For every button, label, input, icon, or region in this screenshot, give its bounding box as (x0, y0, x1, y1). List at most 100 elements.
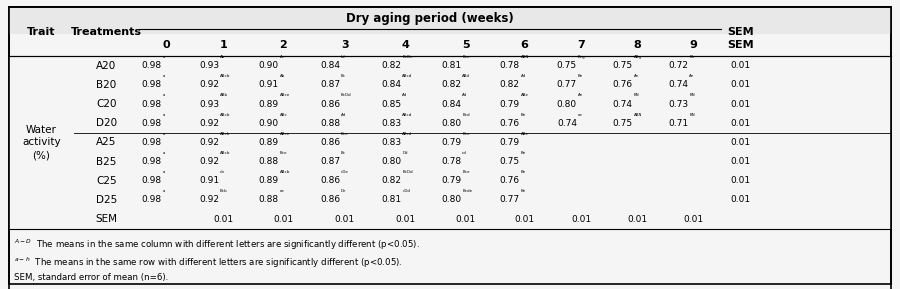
Text: 0.85: 0.85 (382, 99, 401, 109)
Text: 0.01: 0.01 (683, 214, 703, 224)
Text: 0.74: 0.74 (557, 119, 577, 128)
Text: ᴬᴮᶜᵉ: ᴬᴮᶜᵉ (280, 133, 291, 138)
Text: 0.79: 0.79 (441, 176, 462, 185)
Text: B25: B25 (96, 157, 116, 166)
Text: ᴮᶜᵈᵉ: ᴮᶜᵈᵉ (463, 190, 473, 195)
Bar (9, 114, 891, 133)
Text: SEM: SEM (727, 40, 753, 50)
Text: ᴮᴺ: ᴮᴺ (689, 114, 695, 118)
Text: ᴬᴮᶜᵈ: ᴬᴮᶜᵈ (402, 114, 413, 118)
Text: 0.79: 0.79 (500, 138, 520, 147)
Text: 0.01: 0.01 (730, 99, 751, 109)
Text: 0.01: 0.01 (730, 138, 751, 147)
Text: 0.80: 0.80 (382, 157, 401, 166)
Text: ᵃ: ᵃ (163, 114, 166, 118)
Text: 0.86: 0.86 (320, 195, 340, 204)
Text: ᴮᶜᵈ: ᴮᶜᵈ (463, 114, 470, 118)
Text: ᵃ: ᵃ (163, 56, 166, 61)
Text: 0.01: 0.01 (730, 176, 751, 185)
Text: 0.79: 0.79 (500, 99, 520, 109)
Text: ᴬᴮᶜᵉ: ᴬᴮᶜᵉ (280, 95, 291, 99)
Text: 0.98: 0.98 (142, 80, 162, 89)
Text: C25: C25 (96, 176, 116, 186)
Text: 0.78: 0.78 (500, 61, 520, 70)
Text: 0.92: 0.92 (199, 119, 219, 128)
Text: 0.01: 0.01 (730, 61, 751, 70)
Text: 0.76: 0.76 (500, 119, 520, 128)
Text: 0.90: 0.90 (259, 61, 279, 70)
Text: ᴮᵉ: ᴮᵉ (578, 75, 583, 80)
Text: 0.86: 0.86 (320, 99, 340, 109)
Bar (9, 171, 891, 190)
Text: activity: activity (22, 137, 60, 147)
Text: 0: 0 (163, 40, 170, 50)
Text: 0.83: 0.83 (382, 119, 401, 128)
Text: ᴬᴮᵇ: ᴬᴮᵇ (220, 95, 229, 99)
Text: 0.74: 0.74 (613, 99, 633, 109)
Text: 0.80: 0.80 (441, 119, 462, 128)
Text: ᴬᴮᶜᵈ: ᴬᴮᶜᵈ (402, 75, 413, 80)
Text: 0.01: 0.01 (730, 80, 751, 89)
Text: D20: D20 (95, 118, 117, 128)
Text: 0.75: 0.75 (557, 61, 577, 70)
Text: 0.88: 0.88 (320, 119, 340, 128)
Text: ᴮᶜᵉ: ᴮᶜᵉ (341, 133, 349, 138)
Text: SEM: SEM (727, 27, 753, 37)
Text: 0.82: 0.82 (500, 80, 520, 89)
Text: ᴮᵉ: ᴮᵉ (520, 190, 526, 195)
Bar (9, 152, 891, 171)
Text: 0.71: 0.71 (669, 119, 689, 128)
Text: 0.81: 0.81 (441, 61, 462, 70)
Text: C20: C20 (96, 99, 116, 109)
Text: 0.73: 0.73 (669, 99, 689, 109)
Text: 0.75: 0.75 (613, 61, 633, 70)
Text: 0.93: 0.93 (199, 99, 219, 109)
Text: 0.91: 0.91 (199, 176, 219, 185)
Text: 0.01: 0.01 (274, 214, 293, 224)
Text: $^{A-D}$  The means in the same column with different letters are significantly : $^{A-D}$ The means in the same column wi… (14, 238, 419, 252)
Text: 0.75: 0.75 (500, 157, 520, 166)
Text: 0.01: 0.01 (396, 214, 416, 224)
Text: ᵃ: ᵃ (163, 152, 166, 157)
Text: ᴬᴮᴺ: ᴬᴮᴺ (634, 114, 642, 118)
Text: 0.90: 0.90 (259, 119, 279, 128)
Text: ᴮᵉ: ᴮᵉ (520, 114, 526, 118)
Text: ᴬᵉ: ᴬᵉ (689, 75, 695, 80)
Text: 4: 4 (402, 40, 410, 50)
Text: ᴬᵉ: ᴬᵉ (578, 95, 583, 99)
Text: ᴬᵈ: ᴬᵈ (402, 95, 408, 99)
Text: ᴬᴮᵍ: ᴬᴮᵍ (634, 56, 642, 61)
Text: 0.98: 0.98 (142, 176, 162, 185)
Text: 0.82: 0.82 (441, 80, 462, 89)
Text: 0.88: 0.88 (259, 195, 279, 204)
Text: ᴰᵈ: ᴰᵈ (402, 152, 408, 157)
Text: ᴬᴮᶜᵇ: ᴬᴮᶜᵇ (280, 171, 291, 176)
Text: ᴮʰ: ᴮʰ (689, 56, 695, 61)
Text: 0.01: 0.01 (572, 214, 591, 224)
Text: 2: 2 (280, 40, 287, 50)
Text: ᴰᵉ: ᴰᵉ (341, 190, 346, 195)
Text: ᴬᵇ: ᴬᵇ (280, 75, 285, 80)
Text: ᶜᵈ: ᶜᵈ (463, 152, 467, 157)
Text: D25: D25 (95, 195, 117, 205)
Text: ᴬᴮᵈ: ᴬᴮᵈ (463, 75, 470, 80)
Text: ᴮᶜᵉ: ᴮᶜᵉ (463, 56, 470, 61)
Text: ᶜᴰᵉ: ᶜᴰᵉ (341, 171, 349, 176)
Text: 0.84: 0.84 (320, 61, 340, 70)
Text: ᶜᵇ: ᶜᵇ (220, 171, 225, 176)
Text: 0.92: 0.92 (199, 195, 219, 204)
Text: 0.92: 0.92 (199, 138, 219, 147)
Text: 0.81: 0.81 (382, 195, 401, 204)
Text: 0.92: 0.92 (199, 80, 219, 89)
Text: ᴸᵈ: ᴸᵈ (341, 56, 346, 61)
Text: ᴮᶜ: ᴮᶜ (341, 152, 346, 157)
Text: 0.72: 0.72 (669, 61, 689, 70)
Text: 0.83: 0.83 (382, 138, 401, 147)
Text: 0.82: 0.82 (382, 61, 401, 70)
Text: ᴮᶜᴰᵈ: ᴮᶜᴰᵈ (402, 171, 413, 176)
Text: ᴮᶜᴰᵉ: ᴮᶜᴰᵉ (402, 56, 413, 61)
Text: 0.01: 0.01 (335, 214, 355, 224)
Text: 0.78: 0.78 (441, 157, 462, 166)
Text: 0.86: 0.86 (320, 138, 340, 147)
Text: SEM: SEM (95, 214, 117, 224)
